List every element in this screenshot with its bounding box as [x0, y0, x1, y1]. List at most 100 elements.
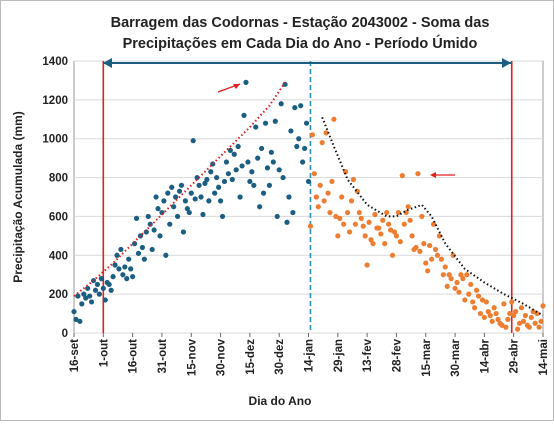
point [87, 293, 93, 299]
x-tick-label: 30-mar [450, 338, 462, 376]
point [284, 219, 290, 225]
x-tick-label: 28-fev [391, 338, 403, 372]
point [423, 260, 429, 266]
point [151, 227, 157, 233]
point [128, 266, 134, 272]
point [198, 194, 204, 200]
x-tick-label: 16-set [69, 339, 81, 372]
point [532, 320, 538, 326]
point [235, 143, 241, 150]
annotation-arrow [430, 172, 436, 178]
y-tick-label: 1200 [42, 95, 68, 107]
point [153, 194, 159, 200]
point [227, 147, 233, 153]
point [217, 198, 224, 204]
point [120, 272, 126, 278]
point [409, 233, 415, 239]
point [518, 305, 525, 311]
point [448, 276, 454, 282]
point [434, 252, 441, 258]
point [192, 196, 198, 202]
point [300, 159, 306, 165]
point [454, 279, 460, 286]
point [514, 326, 521, 332]
point [344, 209, 351, 216]
point [266, 182, 273, 188]
point [100, 285, 106, 291]
point [462, 297, 468, 303]
point [438, 256, 444, 262]
point [296, 136, 302, 142]
point [530, 309, 536, 315]
chart-title: Precipitações em Cada Dia do Ano - Perío… [123, 34, 478, 52]
point [274, 213, 280, 220]
point [335, 233, 341, 239]
point [364, 262, 370, 268]
point [174, 213, 181, 220]
point [257, 204, 263, 210]
point [384, 209, 390, 216]
x-tick-label: 14-jan [304, 339, 316, 372]
point [165, 190, 171, 196]
point [403, 209, 409, 216]
point [135, 250, 142, 256]
point [466, 291, 472, 297]
point [176, 188, 183, 194]
point [190, 138, 196, 144]
x-tick-label: 15-dez [245, 339, 257, 375]
point [387, 227, 394, 233]
point [206, 198, 212, 204]
point [372, 211, 378, 218]
point [114, 252, 120, 258]
chart-title: Barragem das Codornas - Estação 2043002 … [111, 15, 490, 31]
point [513, 309, 519, 315]
point [329, 178, 335, 185]
point [200, 211, 206, 218]
point [126, 256, 132, 262]
point [167, 221, 173, 227]
point [169, 184, 175, 190]
point [282, 81, 288, 87]
point [290, 209, 296, 216]
point [427, 242, 433, 249]
point [149, 246, 155, 253]
point [380, 217, 386, 223]
point [458, 272, 464, 278]
point [389, 252, 396, 258]
point [341, 221, 347, 227]
point [313, 194, 319, 200]
point [278, 101, 284, 107]
point [96, 291, 103, 297]
point [94, 281, 101, 288]
point [337, 215, 343, 221]
point [216, 184, 222, 190]
point [442, 264, 448, 270]
point [419, 213, 425, 220]
point [505, 316, 511, 322]
point [503, 324, 509, 330]
point [360, 223, 366, 229]
point [264, 165, 271, 171]
point [333, 213, 339, 220]
point [204, 176, 210, 183]
point [243, 79, 249, 85]
point [202, 180, 208, 186]
point [479, 297, 486, 303]
point [393, 233, 400, 239]
y-axis-label: Precipitação Acumulada (mm) [11, 111, 25, 283]
point [260, 190, 267, 196]
point [346, 229, 353, 235]
point [98, 276, 104, 282]
point [212, 190, 218, 196]
point [352, 221, 358, 227]
point [241, 112, 247, 118]
point [397, 239, 403, 245]
point [368, 237, 374, 243]
point [350, 176, 357, 183]
point [485, 309, 491, 315]
point [362, 233, 368, 239]
point [270, 159, 276, 165]
x-axis-label: Dia do Ano [249, 394, 312, 408]
point [520, 318, 527, 324]
point [516, 320, 523, 326]
